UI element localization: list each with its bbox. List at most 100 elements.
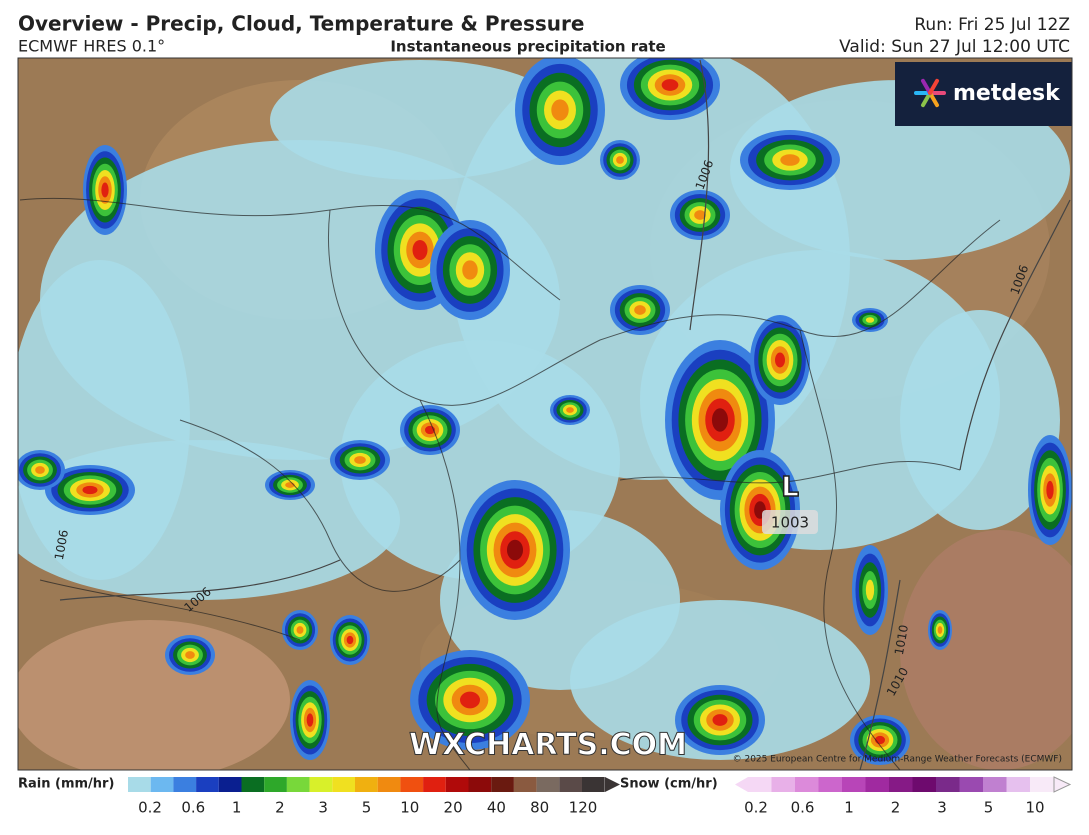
- watermark: WXCHARTS.COM: [409, 728, 687, 763]
- snow-swatch: [865, 777, 889, 792]
- precip-cell: [82, 485, 98, 495]
- border: [39, 579, 301, 641]
- rain-label: 0.2: [138, 799, 162, 817]
- rain-swatch: [513, 777, 537, 792]
- snow-swatch: [771, 777, 795, 792]
- rain-swatch: [423, 777, 446, 792]
- rain-label: 2: [275, 799, 285, 817]
- rain-swatch: [173, 777, 197, 792]
- snow-label: 3: [937, 799, 947, 817]
- precip-cell: [712, 714, 728, 726]
- snow-label: 1: [844, 799, 854, 817]
- precip-cell: [462, 260, 478, 280]
- rain-swatch: [218, 777, 242, 792]
- pressure-box: [762, 510, 818, 534]
- snow-label: 5: [984, 799, 994, 817]
- precip-cell: [296, 626, 304, 634]
- snow-label: 0.6: [791, 799, 815, 817]
- precip-cell: [460, 691, 480, 709]
- precip-cell: [780, 154, 800, 166]
- isobar: [59, 559, 341, 601]
- rain-swatch: [241, 777, 265, 792]
- snow-swatch: [959, 777, 983, 792]
- rain-swatch: [264, 777, 287, 792]
- precip-cell: [661, 79, 679, 91]
- snow-legend-title: Snow (cm/hr): [620, 777, 718, 792]
- precip-cell: [616, 156, 624, 164]
- rain-swatch: [150, 777, 174, 792]
- snow-label: 0.2: [744, 799, 768, 817]
- rain-swatch: [332, 777, 355, 792]
- snow-swatch: [1030, 777, 1054, 792]
- precip-cell: [412, 240, 428, 260]
- rain-swatch: [445, 777, 469, 792]
- precip-cell: [185, 651, 195, 659]
- border: [179, 419, 461, 592]
- snow-arrow-left: [735, 777, 748, 792]
- isobar: [689, 59, 710, 331]
- map: 100610061006100610101010L1003metdeskWXCH…: [18, 58, 1072, 770]
- precip-cell: [551, 99, 569, 121]
- border: [419, 399, 471, 770]
- precip-cell: [694, 210, 706, 220]
- snow-swatch: [748, 777, 772, 792]
- snow-arrow: [1053, 776, 1072, 793]
- snow-swatch: [795, 777, 819, 792]
- rain-swatch: [582, 777, 605, 792]
- rain-label: 3: [318, 799, 328, 817]
- low-pressure: 1003: [771, 514, 809, 532]
- cloud-area: [900, 310, 1060, 530]
- brand-icon: [921, 91, 932, 108]
- cloud-area: [270, 60, 570, 180]
- precip-cell: [711, 408, 729, 432]
- title: Overview - Precip, Cloud, Temperature & …: [18, 12, 584, 36]
- isobar: [859, 579, 901, 770]
- precip-cell: [35, 466, 45, 474]
- rain-swatch: [196, 777, 219, 792]
- copyright: © 2025 European Centre for Medium-Range …: [733, 755, 1062, 765]
- precip-cell: [775, 352, 785, 368]
- precip-cell: [346, 635, 354, 645]
- brand: metdesk: [953, 81, 1061, 106]
- snow-swatch: [889, 777, 913, 792]
- rain-label: 80: [530, 799, 549, 817]
- rain-label: 40: [487, 799, 506, 817]
- rain-label: 10: [400, 799, 419, 817]
- border: [619, 460, 961, 484]
- cloud-area: [18, 260, 190, 580]
- precip-cell: [865, 579, 875, 601]
- rain-label: 120: [569, 799, 598, 817]
- rain-legend-title: Rain (mm/hr): [18, 777, 114, 792]
- isobar-label: 1010: [892, 624, 911, 657]
- terrain-shade: [18, 620, 290, 770]
- precip-cell: [566, 407, 574, 413]
- border: [328, 209, 601, 406]
- map-frame: [17, 57, 1073, 771]
- snow-swatch: [936, 777, 960, 792]
- snow-swatch: [1006, 777, 1030, 792]
- brand-icon: [928, 91, 939, 108]
- precip-cell: [634, 305, 646, 315]
- model: ECMWF HRES 0.1°: [18, 37, 165, 56]
- terrain-shade: [900, 530, 1072, 770]
- rain-arrow: [605, 777, 620, 792]
- rain-swatch: [309, 777, 333, 792]
- rain-swatch: [491, 777, 514, 792]
- rain-swatch: [536, 777, 560, 792]
- precip-cell: [101, 182, 109, 198]
- cloud-area: [570, 600, 870, 760]
- rain-swatch: [128, 777, 151, 792]
- brand-icon: [921, 78, 932, 95]
- snow-label: 2: [891, 799, 901, 817]
- isobar: [959, 199, 1071, 471]
- brand-icon: [928, 78, 939, 95]
- rain-swatch: [355, 777, 378, 792]
- rain-swatch: [286, 777, 310, 792]
- precip-cell: [506, 539, 524, 561]
- precip-cell: [1046, 480, 1054, 500]
- snow-swatch: [842, 777, 866, 792]
- rain-swatch: [559, 777, 582, 792]
- border: [799, 329, 901, 770]
- rain-swatch: [400, 777, 424, 792]
